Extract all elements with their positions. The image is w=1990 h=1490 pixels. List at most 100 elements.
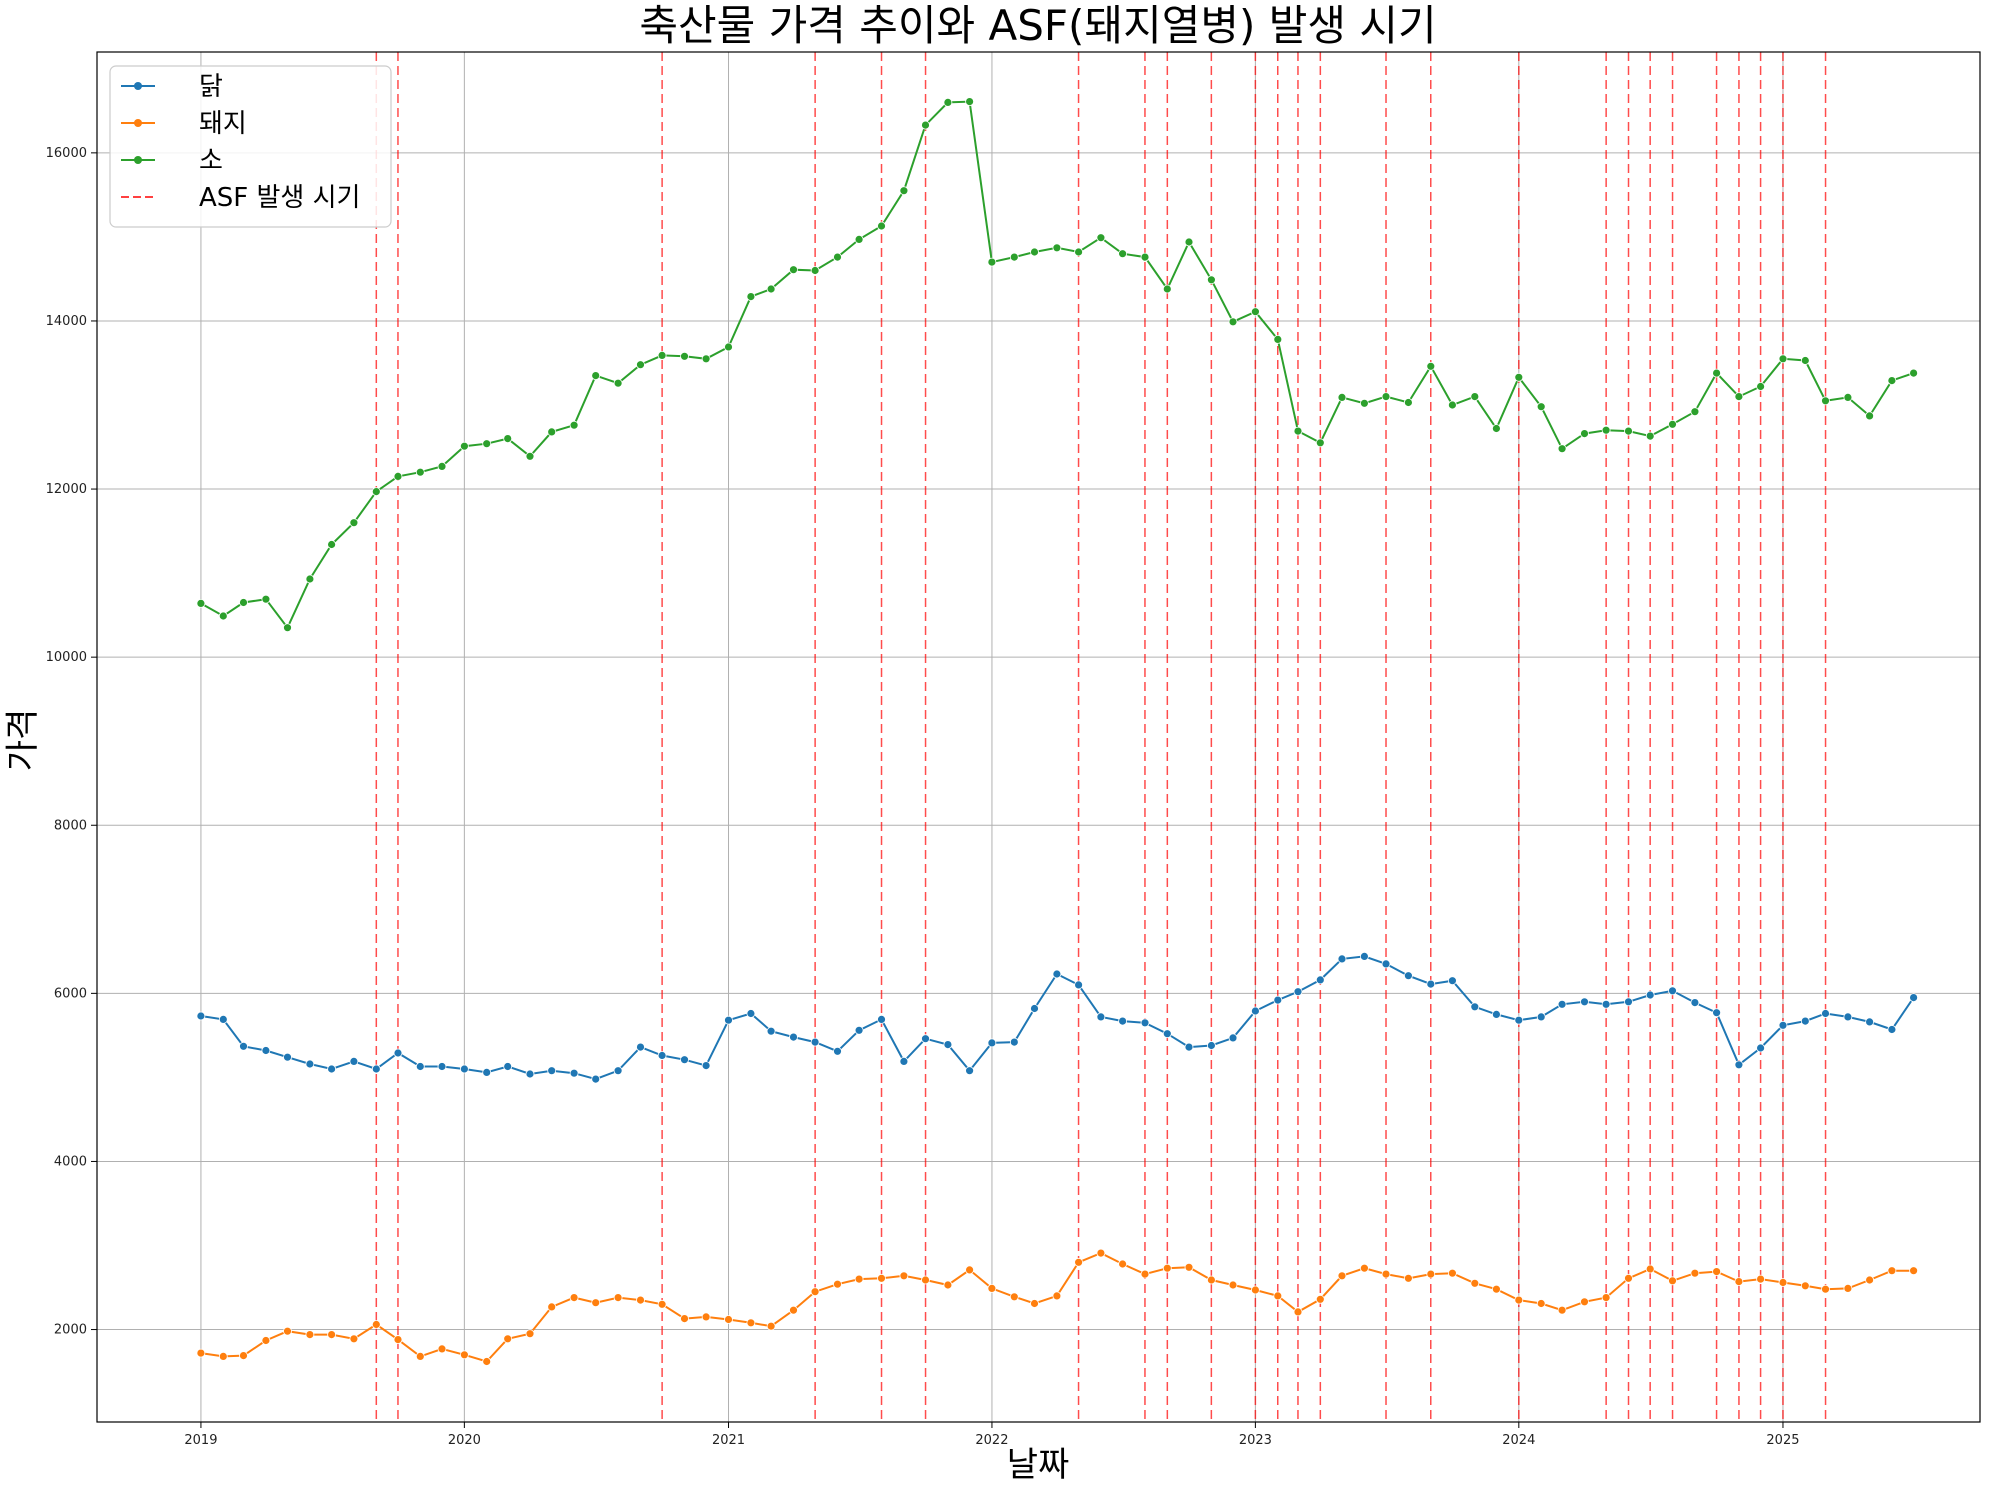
data-point bbox=[1207, 1275, 1216, 1285]
data-point bbox=[1580, 1297, 1589, 1307]
data-point bbox=[899, 1271, 909, 1281]
data-point bbox=[1536, 1299, 1546, 1308]
data-point bbox=[1052, 969, 1062, 979]
data-point bbox=[415, 1352, 425, 1361]
data-point bbox=[1821, 1284, 1830, 1294]
data-point bbox=[636, 1042, 645, 1052]
data-point bbox=[1381, 959, 1391, 969]
data-point bbox=[437, 461, 447, 471]
data-point bbox=[1360, 952, 1369, 961]
chart-title: 축산물 가격 추이와 ASF(돼지열병) 발생 시기 bbox=[639, 1, 1436, 50]
data-point bbox=[283, 623, 292, 633]
x-tick-label: 2023 bbox=[1239, 1433, 1272, 1448]
data-point bbox=[437, 1062, 447, 1071]
data-point bbox=[1426, 979, 1436, 989]
x-tick-label: 2025 bbox=[1766, 1433, 1799, 1448]
data-point bbox=[437, 1344, 447, 1354]
data-point bbox=[1162, 284, 1172, 294]
data-point bbox=[854, 1025, 864, 1035]
data-point bbox=[965, 1265, 974, 1275]
data-point bbox=[746, 1009, 756, 1018]
data-point bbox=[636, 1295, 645, 1305]
data-point bbox=[1404, 398, 1413, 407]
grid bbox=[97, 52, 1980, 1422]
data-point bbox=[1118, 1259, 1127, 1269]
data-point bbox=[1448, 400, 1457, 410]
data-point bbox=[1909, 368, 1918, 378]
data-point bbox=[525, 1329, 535, 1339]
data-point bbox=[987, 1038, 997, 1048]
x-axis-label: 날짜 bbox=[1007, 1445, 1070, 1485]
y-tick-label: 16000 bbox=[46, 146, 87, 161]
data-point bbox=[943, 98, 953, 107]
data-point bbox=[261, 1046, 271, 1055]
legend-marker bbox=[134, 119, 142, 127]
data-point bbox=[459, 1350, 469, 1360]
data-point bbox=[701, 354, 711, 364]
data-point bbox=[1030, 1004, 1039, 1013]
data-point bbox=[1207, 275, 1216, 285]
data-point bbox=[877, 221, 886, 231]
data-point bbox=[415, 467, 425, 477]
data-point bbox=[1734, 392, 1744, 402]
data-point bbox=[1381, 1269, 1391, 1279]
data-point bbox=[569, 1068, 579, 1078]
data-point bbox=[1514, 372, 1524, 382]
data-point bbox=[1404, 971, 1413, 981]
data-point bbox=[680, 1055, 689, 1065]
data-point bbox=[591, 371, 601, 381]
data-point bbox=[1337, 1271, 1347, 1281]
data-point bbox=[1865, 1275, 1874, 1285]
data-point bbox=[921, 1275, 930, 1285]
data-point bbox=[1557, 1305, 1567, 1315]
data-point bbox=[854, 234, 864, 244]
data-point bbox=[1557, 444, 1567, 454]
data-point bbox=[1580, 429, 1589, 439]
data-point bbox=[196, 1011, 206, 1021]
y-tick-label: 10000 bbox=[46, 650, 87, 665]
data-point bbox=[283, 1052, 292, 1062]
data-point bbox=[1712, 368, 1721, 378]
data-point bbox=[1030, 247, 1039, 257]
data-point bbox=[1184, 237, 1194, 247]
data-point bbox=[746, 1318, 756, 1328]
data-point bbox=[218, 611, 228, 621]
data-point bbox=[239, 1351, 248, 1360]
data-point bbox=[1712, 1267, 1721, 1276]
data-point bbox=[349, 1057, 359, 1066]
data-point bbox=[833, 1279, 842, 1289]
data-point bbox=[943, 1040, 953, 1049]
data-point bbox=[1887, 1025, 1897, 1034]
data-point bbox=[1514, 1295, 1524, 1305]
legend-box bbox=[109, 65, 392, 228]
y-tick-label: 8000 bbox=[54, 818, 87, 833]
data-point bbox=[261, 594, 271, 604]
axis-ticks: 2019 2020 2021 2022 2023 2024 2025 2000 4000 6000… bbox=[46, 146, 1800, 1448]
data-point bbox=[1251, 1006, 1260, 1016]
data-point bbox=[415, 1062, 425, 1071]
data-point bbox=[1162, 1263, 1172, 1273]
data-point bbox=[459, 1064, 469, 1074]
y-tick-label: 2000 bbox=[54, 1323, 87, 1338]
data-point bbox=[1470, 1002, 1480, 1012]
data-point bbox=[1601, 425, 1611, 435]
data-point bbox=[789, 1305, 798, 1315]
data-point bbox=[283, 1326, 292, 1336]
data-point bbox=[636, 360, 645, 370]
legend-label: ASF 발생 시기 bbox=[199, 183, 360, 213]
series-group bbox=[196, 97, 1918, 1366]
data-point bbox=[1360, 398, 1369, 408]
data-point bbox=[1843, 1012, 1853, 1022]
data-point bbox=[1690, 998, 1700, 1007]
data-point bbox=[1030, 1299, 1039, 1308]
data-point bbox=[877, 1015, 886, 1024]
data-point bbox=[1009, 252, 1019, 262]
data-point bbox=[1492, 1010, 1501, 1019]
data-point bbox=[701, 1312, 711, 1322]
data-point bbox=[1865, 411, 1874, 421]
data-point bbox=[1293, 1307, 1303, 1317]
data-point bbox=[657, 1051, 667, 1060]
data-point bbox=[1624, 1273, 1633, 1283]
